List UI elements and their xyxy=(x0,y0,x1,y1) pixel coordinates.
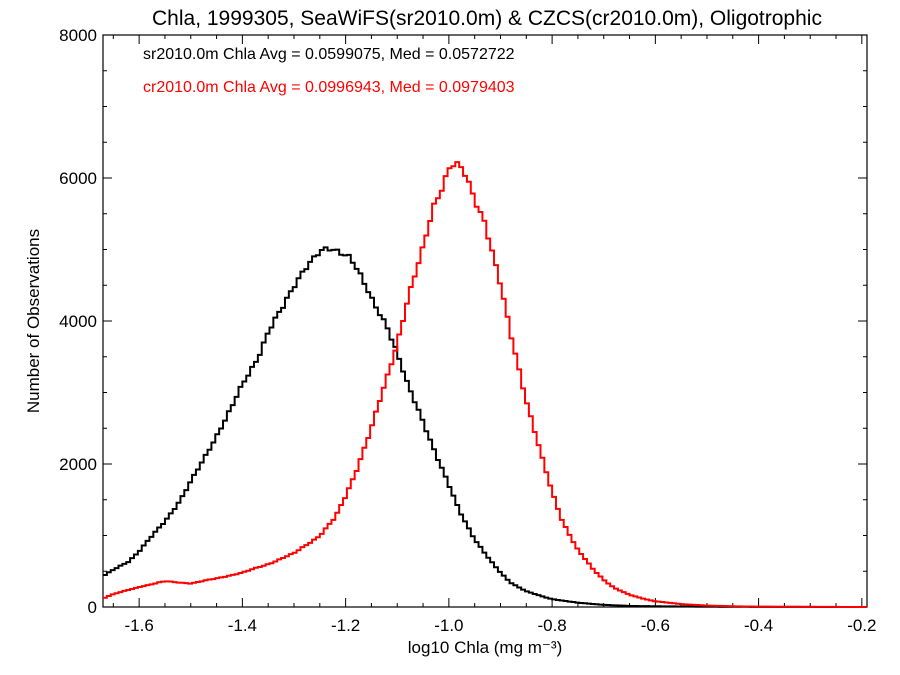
y-tick-label: 4000 xyxy=(59,312,97,331)
chart-title: Chla, 1999305, SeaWiFS(sr2010.0m) & CZCS… xyxy=(152,7,822,30)
x-axis: -1.6 -1.4 -1.2 -1.0 -0.8 -0.6 -0.4 -0.2 xyxy=(112,35,876,635)
series-layer xyxy=(103,161,867,608)
series-line-1 xyxy=(103,161,867,608)
y-tick-label: 8000 xyxy=(59,26,97,45)
x-tick-label: -1.4 xyxy=(228,616,257,635)
annotation-cr2010-stats: cr2010.0m Chla Avg = 0.0996943, Med = 0.… xyxy=(143,79,515,96)
x-tick-label: -0.2 xyxy=(847,616,876,635)
x-tick-label: -0.8 xyxy=(537,616,566,635)
x-tick-label: -1.6 xyxy=(124,616,153,635)
y-tick-label: 6000 xyxy=(59,169,97,188)
x-tick-label: -1.2 xyxy=(331,616,360,635)
y-axis-title: Number of Observations xyxy=(24,229,43,413)
x-tick-label: -0.6 xyxy=(641,616,670,635)
y-tick-label: 2000 xyxy=(59,455,97,474)
annotation-sr2010-stats: sr2010.0m Chla Avg = 0.0599075, Med = 0.… xyxy=(143,46,515,63)
plot-frame xyxy=(102,34,868,608)
y-axis: 0 2000 4000 6000 8000 xyxy=(59,26,867,617)
series-line-0 xyxy=(103,246,867,608)
x-tick-label: -0.4 xyxy=(744,616,773,635)
x-axis-title: log10 Chla (mg m⁻³) xyxy=(408,638,562,657)
x-tick-label: -1.0 xyxy=(434,616,463,635)
y-tick-label: 0 xyxy=(88,598,97,617)
